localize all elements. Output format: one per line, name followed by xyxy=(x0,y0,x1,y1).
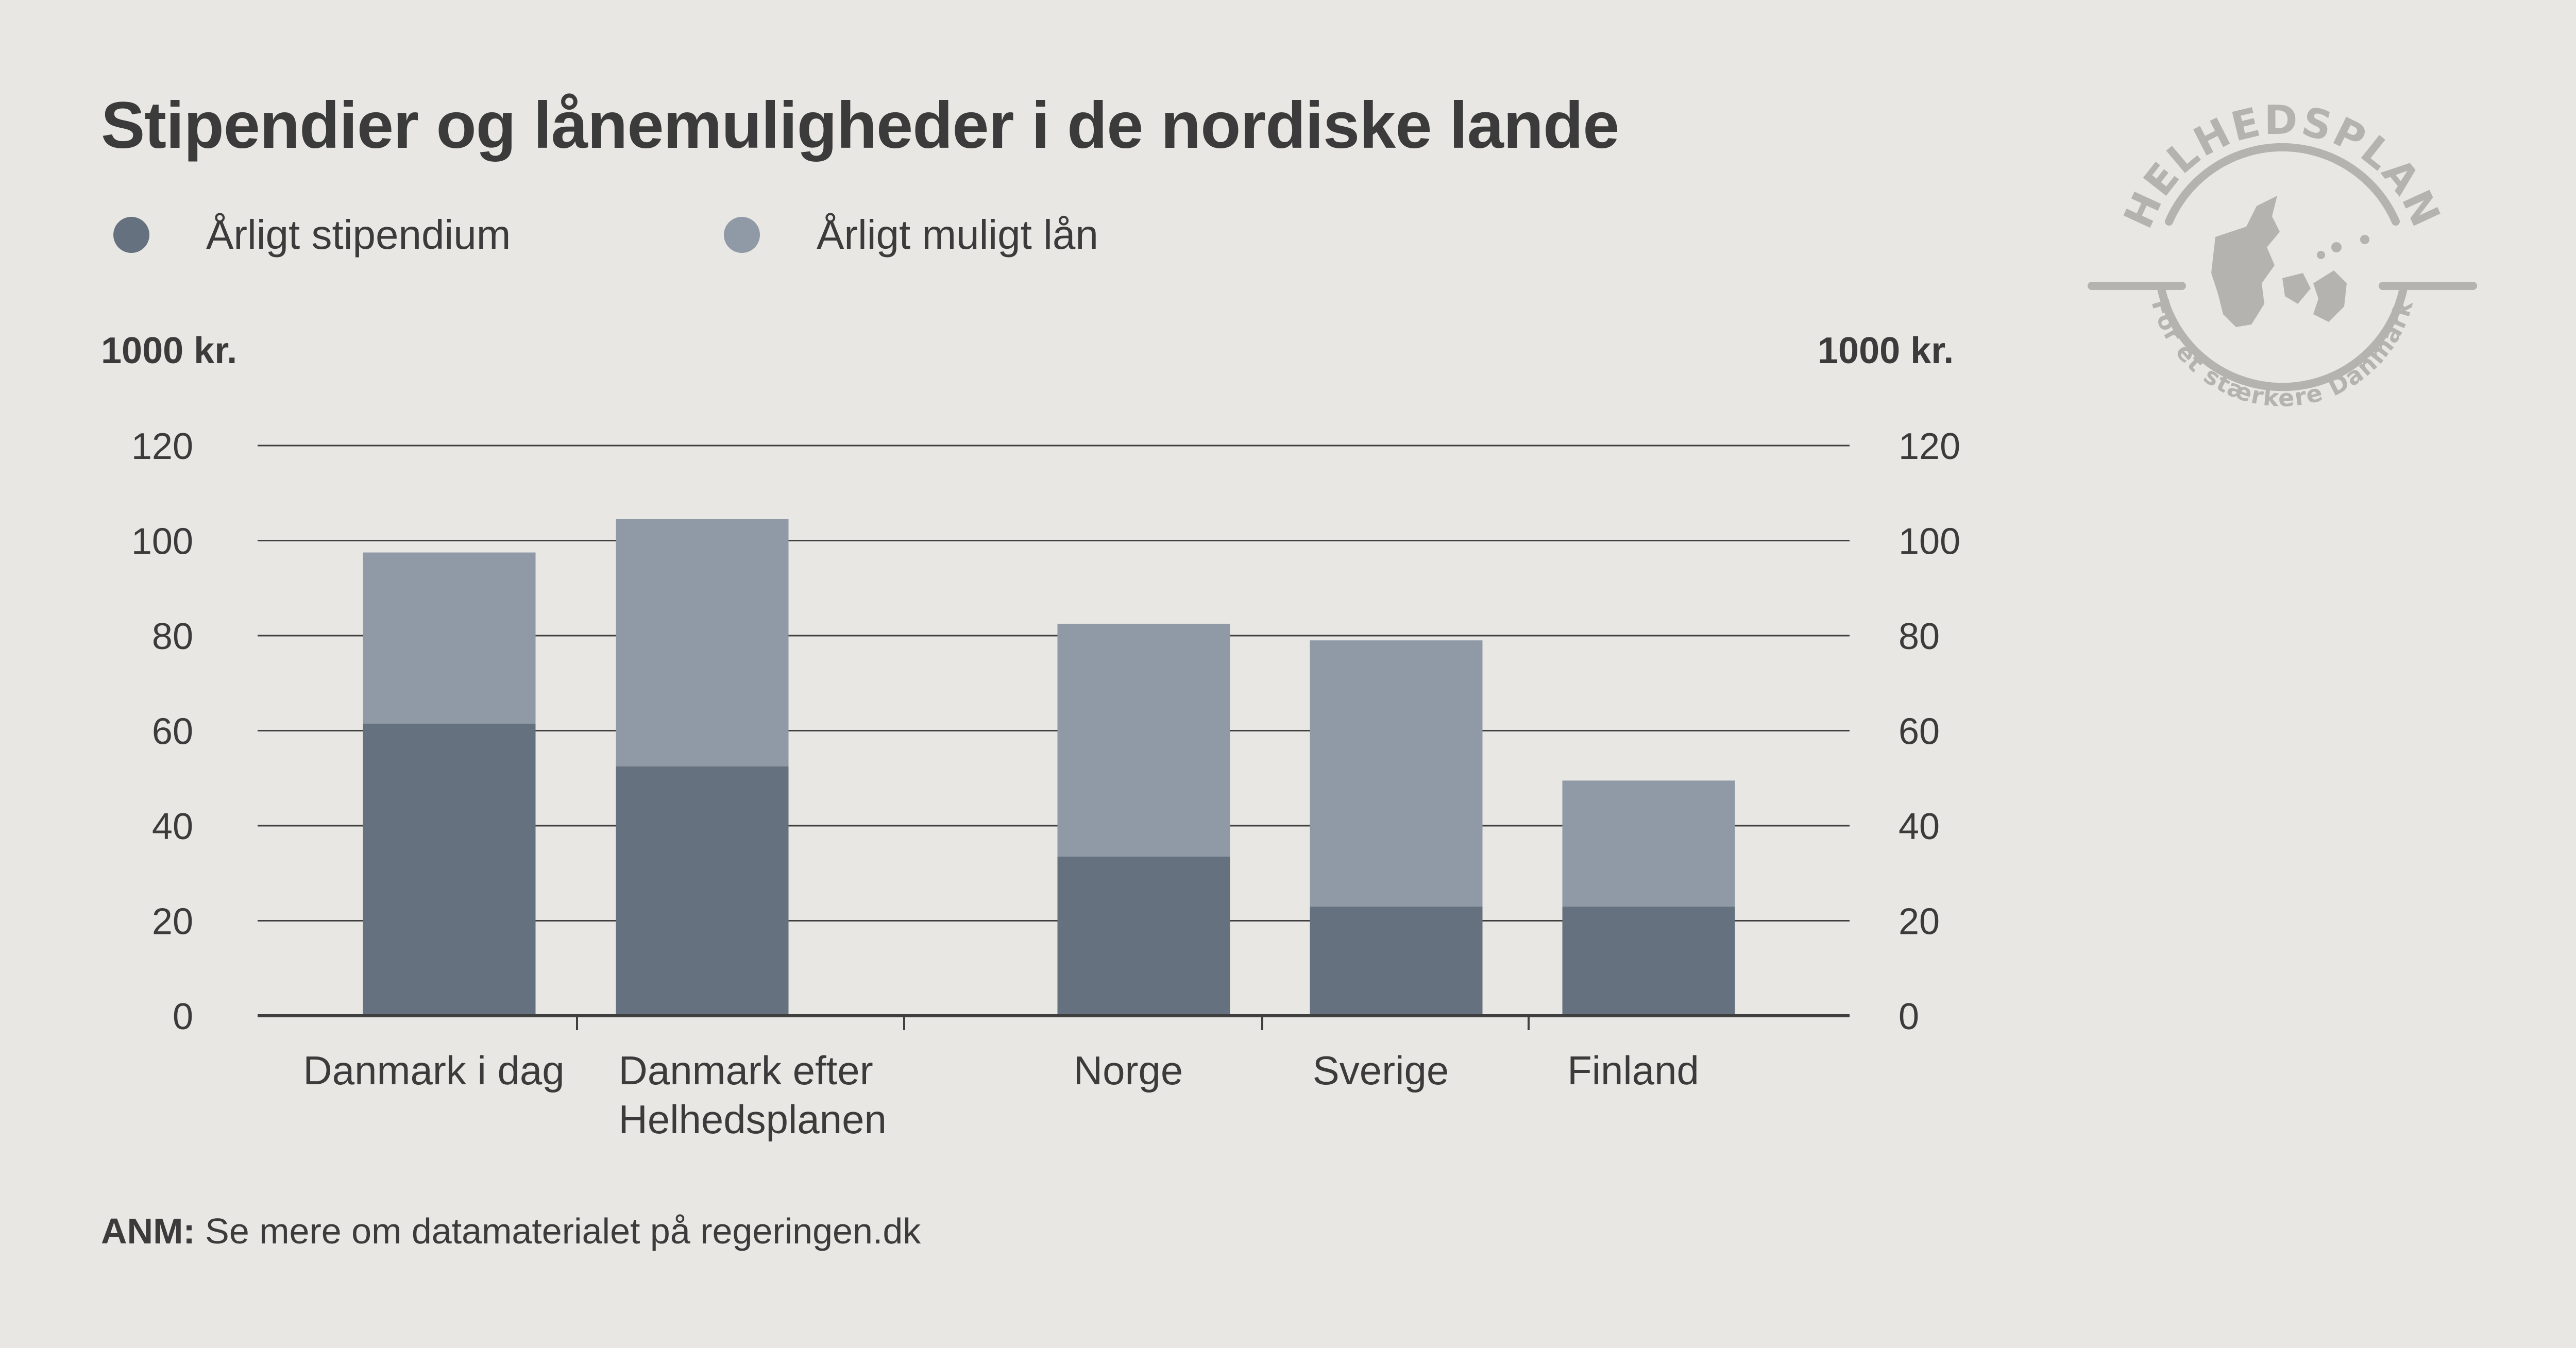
y-tick-right-80: 80 xyxy=(1899,616,1940,657)
x-tick-label-0: Danmark i dag xyxy=(303,1048,564,1093)
y-axis-unit-right: 1000 kr. xyxy=(1818,330,1954,371)
y-tick-left-0: 0 xyxy=(173,996,193,1037)
legend-swatch-laan xyxy=(724,217,760,253)
y-tick-left-60: 60 xyxy=(152,711,193,753)
logo-bottom-text: For et stærkere Danmark xyxy=(2146,296,2418,412)
legend-label-stipendium: Årligt stipendium xyxy=(206,212,511,258)
helhedsplan-logo: HELHEDSPLAN For et stærkere Danmark xyxy=(2088,97,2477,412)
chart-title: Stipendier og lånemuligheder i de nordis… xyxy=(101,89,1619,162)
footnote-prefix: ANM: xyxy=(101,1211,195,1251)
x-tick-label-1: Danmark efter Helhedsplanen xyxy=(619,1048,887,1142)
bar-3-series-0 xyxy=(1310,906,1483,1016)
footnote: ANM: Se mere om datamaterialet på regeri… xyxy=(101,1210,921,1252)
bar-3-series-1 xyxy=(1310,640,1483,907)
y-tick-right-0: 0 xyxy=(1899,996,1919,1037)
bar-0-series-1 xyxy=(363,552,536,724)
bar-chart: 0 0 20 20 40 40 60 60 80 80 100 100 120 120 Danmark i … xyxy=(131,426,1960,1142)
y-axis-unit-left: 1000 kr. xyxy=(101,330,238,371)
y-tick-left-40: 40 xyxy=(152,806,193,847)
bar-4-series-1 xyxy=(1562,780,1735,907)
bar-0-series-0 xyxy=(363,723,536,1016)
y-tick-right-20: 20 xyxy=(1899,901,1940,943)
bar-4-series-0 xyxy=(1562,906,1735,1016)
bar-1-series-0 xyxy=(616,766,789,1016)
logo-top-text: HELHEDSPLAN xyxy=(2115,97,2450,235)
bar-2-series-1 xyxy=(1057,623,1230,857)
x-tick-label-4: Finland xyxy=(1567,1048,1699,1093)
y-tick-right-60: 60 xyxy=(1899,711,1940,753)
y-tick-left-100: 100 xyxy=(131,521,193,562)
legend-item-stipendium: Årligt stipendium xyxy=(113,211,511,259)
y-tick-left-20: 20 xyxy=(152,901,193,943)
footnote-text: Se mere om datamaterialet på regeringen.… xyxy=(195,1211,921,1251)
x-tick-label-3: Sverige xyxy=(1313,1048,1449,1093)
legend-item-laan: Årligt muligt lån xyxy=(724,211,1098,259)
bar-2-series-0 xyxy=(1057,856,1230,1016)
x-tick-label-2: Norge xyxy=(1074,1048,1183,1093)
y-tick-right-120: 120 xyxy=(1899,426,1960,467)
bar-1-series-1 xyxy=(616,519,789,766)
y-tick-right-100: 100 xyxy=(1899,521,1960,562)
legend-swatch-stipendium xyxy=(113,217,149,253)
y-tick-left-120: 120 xyxy=(131,426,193,467)
legend-label-laan: Årligt muligt lån xyxy=(817,212,1098,258)
y-tick-right-40: 40 xyxy=(1899,806,1940,847)
y-tick-left-80: 80 xyxy=(152,616,193,657)
